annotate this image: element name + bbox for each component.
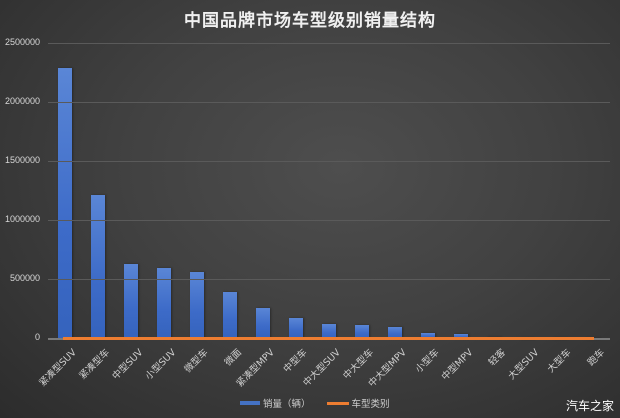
bar[interactable] bbox=[223, 291, 237, 338]
bar-swatch-icon bbox=[240, 401, 260, 405]
series-line-vehicle-type bbox=[63, 337, 594, 340]
x-tick-label: 紧凑型SUV bbox=[37, 347, 79, 389]
x-tick-label: 中型SUV bbox=[109, 347, 145, 383]
legend-label-sales: 销量（辆） bbox=[263, 399, 311, 410]
gridline bbox=[48, 220, 610, 221]
bar[interactable] bbox=[322, 323, 336, 338]
x-tick-label: 小型车 bbox=[413, 347, 442, 376]
gridline bbox=[48, 102, 610, 103]
bar[interactable] bbox=[256, 307, 270, 338]
y-tick-label: 2500000 bbox=[4, 37, 40, 47]
x-tick-label: 轻客 bbox=[486, 347, 508, 369]
chart-title: 中国品牌市场车型级别销量结构 bbox=[184, 11, 436, 31]
bar[interactable] bbox=[124, 264, 138, 338]
bar[interactable] bbox=[289, 317, 303, 338]
gridline bbox=[48, 279, 610, 280]
legend: 销量（辆） 车型类别 bbox=[240, 396, 390, 410]
bar[interactable] bbox=[388, 327, 402, 338]
x-tick-label: 微面 bbox=[222, 347, 244, 369]
line-swatch-icon bbox=[326, 401, 349, 405]
bar[interactable] bbox=[91, 195, 105, 338]
gridline bbox=[48, 43, 610, 44]
bar[interactable] bbox=[58, 67, 72, 338]
gridline bbox=[48, 161, 610, 162]
x-tick-label: 中型车 bbox=[281, 347, 310, 376]
legend-label-type: 车型类别 bbox=[351, 399, 390, 410]
legend-item-type[interactable]: 车型类别 bbox=[326, 396, 390, 410]
y-tick-label: 0 bbox=[34, 332, 40, 342]
x-tick-label: 紧凑型车 bbox=[77, 347, 112, 382]
x-tick-label: 中型MPV bbox=[439, 347, 475, 383]
x-tick-label: 微型车 bbox=[182, 347, 211, 376]
y-tick-label: 500000 bbox=[9, 273, 40, 283]
watermark: 汽车之家 bbox=[565, 399, 614, 413]
x-tick-label: 小型SUV bbox=[142, 347, 178, 383]
y-tick-label: 1500000 bbox=[4, 155, 40, 165]
x-tick-label: 大型SUV bbox=[505, 347, 541, 383]
bar[interactable] bbox=[421, 332, 435, 338]
y-tick-label: 1000000 bbox=[4, 214, 40, 224]
bar[interactable] bbox=[454, 334, 468, 338]
x-tick-label: 跑车 bbox=[585, 347, 607, 369]
y-tick-label: 2000000 bbox=[4, 96, 40, 106]
bar[interactable] bbox=[157, 267, 171, 338]
x-tick-label: 大型车 bbox=[545, 347, 574, 376]
bar[interactable] bbox=[190, 271, 204, 338]
legend-item-sales[interactable]: 销量（辆） bbox=[240, 396, 311, 410]
bar[interactable] bbox=[355, 325, 369, 338]
